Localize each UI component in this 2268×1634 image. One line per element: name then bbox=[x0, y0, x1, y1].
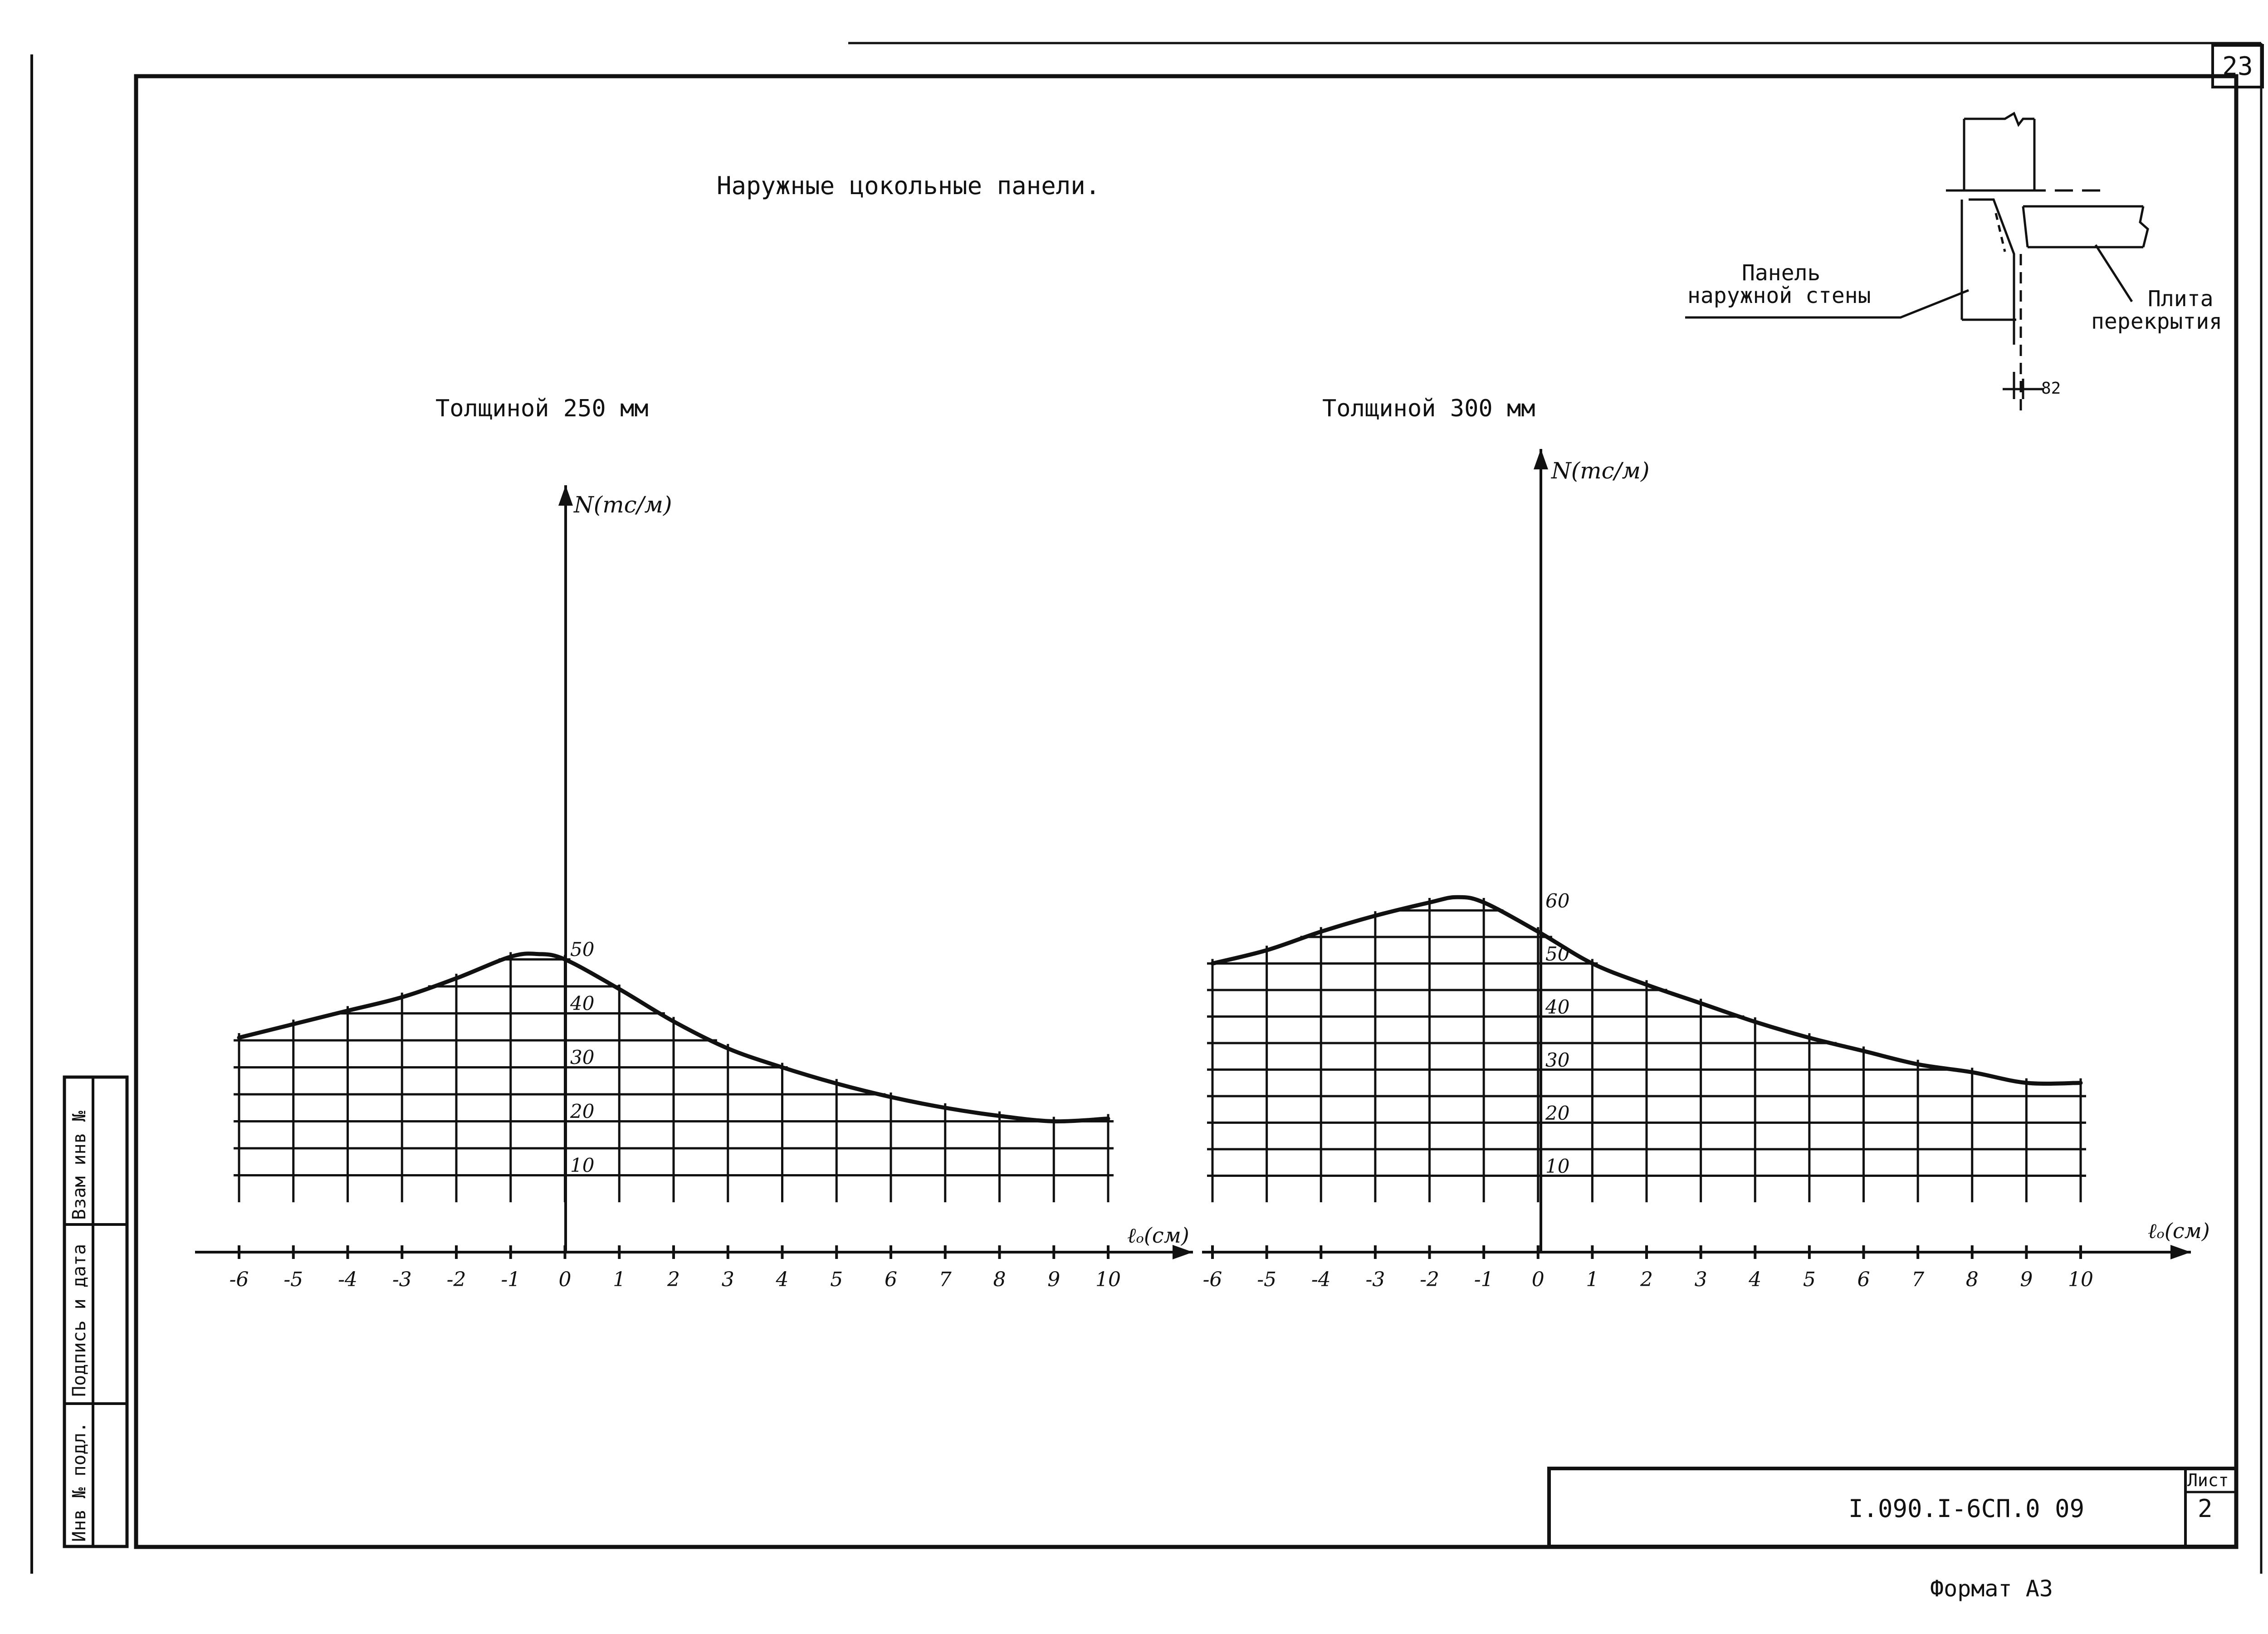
x-tick-label-250: 5 bbox=[830, 1268, 843, 1291]
x-tick-label-250: -3 bbox=[392, 1268, 412, 1291]
x-tick-label-300: 1 bbox=[1586, 1268, 1598, 1291]
x-axis-label-300: ℓₒ(см) bbox=[2148, 1219, 2210, 1243]
x-tick-label-250: -4 bbox=[338, 1268, 357, 1291]
x-tick-label-300: 5 bbox=[1803, 1268, 1816, 1291]
x-tick-label-300: -5 bbox=[1257, 1268, 1276, 1291]
page-title: Наружные цокольные панели. bbox=[717, 171, 1100, 200]
x-tick-label-300: -2 bbox=[1420, 1268, 1439, 1291]
x-tick-label-250: 4 bbox=[776, 1268, 789, 1291]
y-tick-label-300: 30 bbox=[1545, 1049, 1569, 1071]
joint-detail-labels: Панель наружной стены Плита перекрытия 8… bbox=[1687, 260, 2222, 398]
y-tick-label-250: 50 bbox=[570, 938, 594, 961]
x-tick-label-300: -6 bbox=[1203, 1268, 1222, 1291]
chart-thickness-300: Толщиной 300 мм -6 -5 -4 -3 -2 -1 0 1 2 3 4 5 6 7 8 9 10… bbox=[1202, 395, 2210, 1291]
chart-series-300 bbox=[1210, 895, 2083, 1086]
x-tick-label-250: 9 bbox=[1047, 1268, 1060, 1291]
wall-panel-label-line1: Панель bbox=[1742, 260, 1820, 286]
y-axis-arrow-250 bbox=[558, 485, 573, 506]
y-tick-label-250: 10 bbox=[570, 1154, 594, 1176]
sheet-frame bbox=[30, 42, 2263, 1574]
chart-grid-250 bbox=[234, 952, 1114, 1202]
x-tick-label-300: 7 bbox=[1911, 1268, 1924, 1291]
x-tick-label-300: 0 bbox=[1532, 1268, 1545, 1291]
sheet-number: 2 bbox=[2198, 1494, 2213, 1523]
chart-thickness-250: Толщиной 250 мм -6 -5 -4 -3 -2 -1 0 1 2 3 4 5 6 7 8 9 10… bbox=[195, 395, 1193, 1291]
sheet-label: Лист bbox=[2187, 1470, 2229, 1490]
x-tick-label-300: 8 bbox=[1966, 1268, 1979, 1291]
chart-series-250 bbox=[237, 951, 1110, 1124]
wall-panel-label-line2: наружной стены bbox=[1687, 283, 1871, 308]
y-tick-label-300: 60 bbox=[1545, 890, 1569, 912]
x-tick-label-250: -2 bbox=[447, 1268, 466, 1291]
x-tick-label-250: 3 bbox=[722, 1268, 734, 1291]
stamp-inv-number: Инв № подл. bbox=[69, 1422, 90, 1542]
stamp-replacement-inv: Взам инв № bbox=[69, 1111, 90, 1220]
x-tick-label-300: 2 bbox=[1640, 1268, 1653, 1291]
y-tick-label-300: 40 bbox=[1545, 996, 1569, 1018]
chart-grid-300 bbox=[1207, 897, 2086, 1202]
corner-page-number: 23 bbox=[2211, 44, 2264, 88]
x-axis-arrow-250 bbox=[1173, 1245, 1193, 1259]
chart-title-300: Толщиной 300 мм bbox=[1322, 395, 1535, 422]
x-tick-label-300: -1 bbox=[1474, 1268, 1494, 1291]
x-tick-label-250: 8 bbox=[993, 1268, 1006, 1291]
x-tick-label-300: 10 bbox=[2068, 1268, 2093, 1291]
y-tick-label-250: 30 bbox=[570, 1046, 594, 1068]
slab-label-line2: перекрытия bbox=[2091, 309, 2222, 334]
x-tick-label-250: -1 bbox=[501, 1268, 520, 1291]
stamp-signature-date: Подпись и дата bbox=[69, 1244, 90, 1397]
x-tick-label-250: 0 bbox=[559, 1268, 572, 1291]
x-tick-label-250: 1 bbox=[613, 1268, 626, 1291]
x-tick-label-300: 3 bbox=[1695, 1268, 1707, 1291]
x-axis-label-250: ℓₒ(см) bbox=[1127, 1223, 1189, 1248]
y-tick-label-250: 20 bbox=[570, 1100, 594, 1122]
x-tick-label-250: 2 bbox=[667, 1268, 680, 1291]
y-axis-label-300: N(тс/м) bbox=[1551, 458, 1649, 484]
x-tick-label-300: 6 bbox=[1857, 1268, 1870, 1291]
x-tick-label-250: 10 bbox=[1095, 1268, 1121, 1291]
y-tick-label-300: 10 bbox=[1545, 1155, 1569, 1177]
x-tick-label-250: -5 bbox=[284, 1268, 303, 1291]
slab-label-line1: Плита bbox=[2148, 286, 2214, 312]
series-line-300 bbox=[1210, 895, 2083, 1086]
document-code: I.090.I-6СП.0 09 bbox=[1848, 1494, 2084, 1523]
chart-title-250: Толщиной 250 мм bbox=[435, 395, 649, 422]
y-tick-label-250: 40 bbox=[570, 992, 594, 1015]
x-tick-label-300: 9 bbox=[2020, 1268, 2033, 1291]
x-tick-label-250: 7 bbox=[939, 1268, 952, 1291]
y-axis-label-250: N(тс/м) bbox=[573, 492, 672, 518]
series-line-250 bbox=[237, 951, 1110, 1124]
x-tick-label-300: 4 bbox=[1748, 1268, 1761, 1291]
x-tick-label-250: 6 bbox=[885, 1268, 897, 1291]
x-axis-arrow-300 bbox=[2170, 1245, 2191, 1259]
side-stamp: Инв № подл. Подпись и дата Взам инв № bbox=[63, 1075, 129, 1548]
format-label: Формат А3 bbox=[1930, 1575, 2053, 1602]
y-tick-label-300: 20 bbox=[1545, 1102, 1569, 1124]
title-block: I.090.I-6СП.0 09 Лист 2 bbox=[1547, 1467, 2238, 1548]
corner-number-text: 23 bbox=[2222, 52, 2253, 81]
x-tick-label-250: -6 bbox=[230, 1268, 249, 1291]
x-tick-label-300: -4 bbox=[1311, 1268, 1331, 1291]
x-tick-label-300: -3 bbox=[1365, 1268, 1385, 1291]
chart-axes-250 bbox=[195, 485, 1193, 1259]
chart-ticks-250: -6 -5 -4 -3 -2 -1 0 1 2 3 4 5 6 7 8 9 10 10 20 30 40 50 bbox=[230, 938, 1121, 1291]
detail-dimension: 82 bbox=[2041, 379, 2061, 398]
y-axis-arrow-300 bbox=[1534, 449, 1548, 469]
joint-detail-sketch bbox=[1685, 112, 2149, 410]
chart-axes-300 bbox=[1202, 449, 2191, 1259]
